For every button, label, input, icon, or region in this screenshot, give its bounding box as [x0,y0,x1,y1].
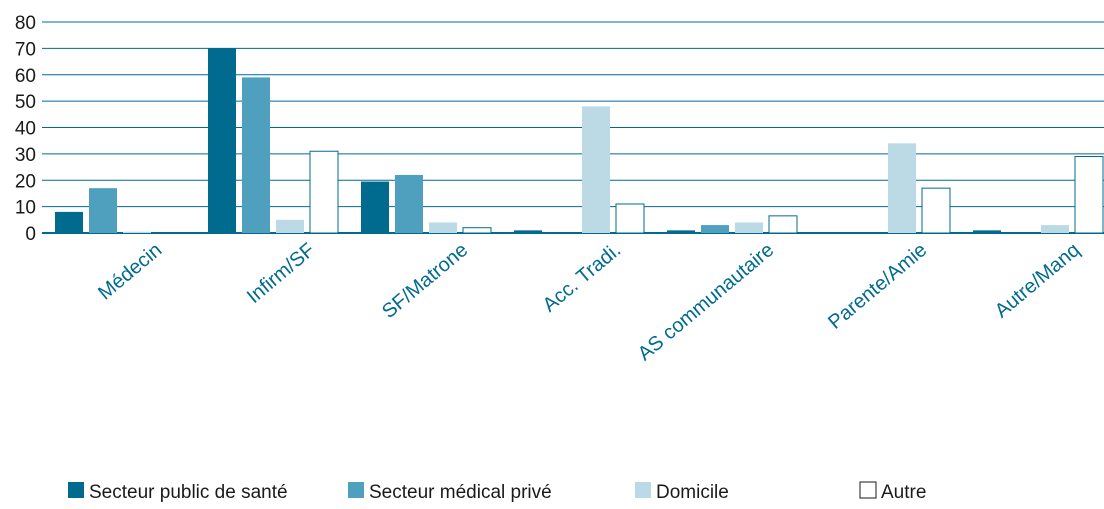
legend-label: Secteur public de santé [89,482,288,503]
bar [921,187,951,234]
bar [735,222,763,233]
y-tick-label: 20 [15,171,36,192]
x-tick-label: AS communautaire [634,239,778,365]
y-tick-label: 10 [15,198,36,219]
legend-label: Secteur médical privé [369,482,552,503]
bar [361,181,389,233]
bar [582,106,610,233]
bar [55,211,83,233]
bar [123,231,151,233]
y-tick-label: 30 [15,145,36,166]
bar [462,227,492,234]
bar [276,219,304,233]
x-tick-label: Parente/Amie [824,239,931,334]
legend-swatch [635,482,651,498]
x-tick-label: Autre/Manq [991,239,1084,322]
legend-label: Autre [881,482,926,503]
y-tick-label: 50 [15,92,36,113]
bar [667,230,695,233]
bar [514,230,542,233]
x-tick-label: SF/Matrone [378,239,472,323]
bar [309,150,339,234]
bar [429,222,457,233]
bar [768,215,798,234]
bar [973,230,1001,233]
y-tick-label: 70 [15,39,36,60]
bar [242,77,270,233]
bar [701,225,729,233]
bar [89,188,117,233]
bar [888,143,916,233]
bar [208,48,236,233]
legend-swatch [348,482,364,498]
x-tick-label: Acc. Tradi. [539,239,626,317]
y-tick-label: 80 [15,13,36,34]
y-tick-label: 0 [25,224,36,245]
bar [395,174,423,233]
bar [1041,225,1069,233]
legend-swatch [68,482,84,498]
legend-label: Domicile [656,482,729,503]
bar [1074,156,1104,234]
bar [615,203,645,234]
legend-swatch [859,481,877,499]
y-tick-label: 40 [15,119,36,140]
x-tick-label: Médecin [94,239,166,304]
x-tick-label: Infirm/SF [243,239,319,308]
y-tick-label: 60 [15,66,36,87]
